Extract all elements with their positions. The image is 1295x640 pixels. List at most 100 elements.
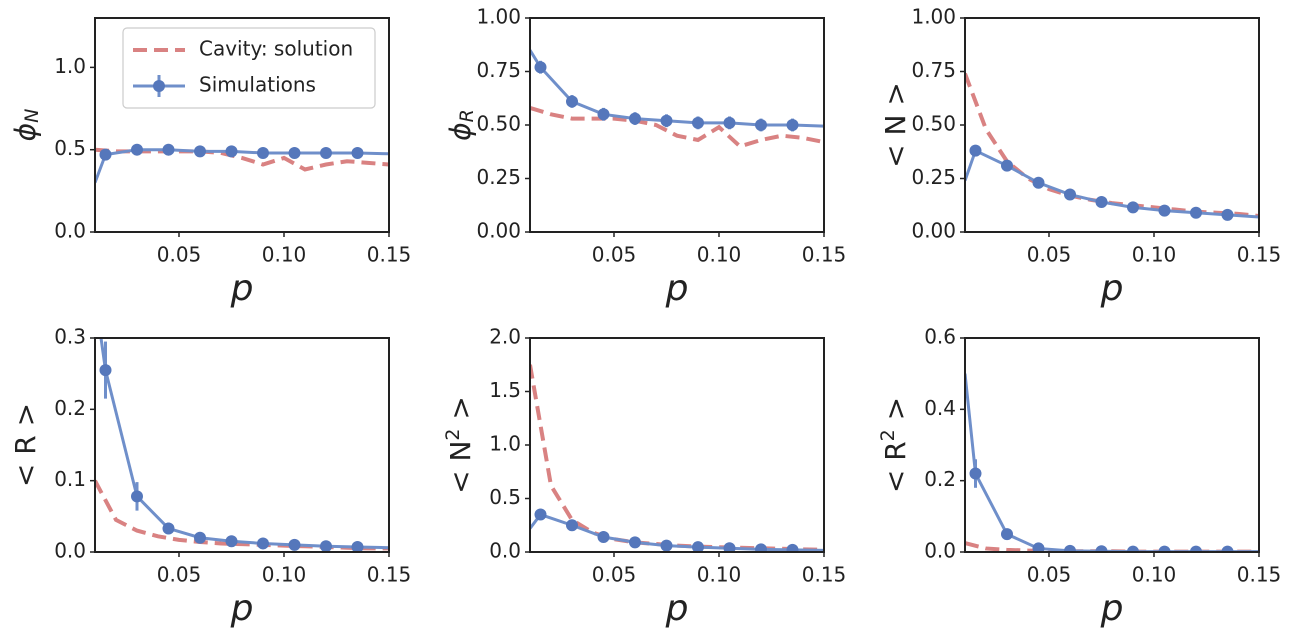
point	[320, 540, 332, 552]
point	[257, 146, 269, 159]
x-tick-label: 0.10	[262, 243, 307, 267]
x-tick-label: 0.10	[1132, 243, 1177, 267]
y-tick-label: 0.50	[911, 112, 956, 136]
point	[1127, 201, 1139, 214]
y-tick-label: 0.00	[476, 219, 521, 243]
y-axis-label: ϕR	[444, 109, 478, 141]
plot-area	[965, 72, 1259, 221]
y-label-part: 2	[877, 429, 899, 441]
point	[1221, 545, 1234, 552]
point	[1032, 542, 1045, 552]
point	[257, 537, 269, 550]
y-tick-label: 0.0	[54, 219, 86, 243]
y-tick-label: 1.0	[489, 432, 521, 456]
series-line	[530, 105, 824, 149]
y-tick-label: 0.5	[54, 136, 86, 160]
series-line	[95, 479, 389, 551]
y-tick-label: 0.75	[476, 58, 521, 82]
point	[660, 114, 673, 127]
series-line	[965, 373, 1259, 552]
point	[692, 541, 704, 552]
y-tick-label: 0.25	[911, 165, 956, 189]
y-tick-label: 1.00	[476, 5, 521, 29]
point	[1001, 528, 1013, 541]
y-tick-label: 0.3	[54, 325, 86, 349]
x-tick-label: 0.10	[262, 563, 307, 587]
x-tick-label: 0.05	[1027, 243, 1072, 267]
point	[1190, 545, 1202, 552]
point	[1095, 196, 1108, 209]
y-tick-label: 0.2	[924, 467, 956, 491]
point	[288, 538, 301, 551]
series-line	[95, 147, 389, 172]
x-tick-label: 0.05	[157, 243, 202, 267]
frame	[94, 17, 390, 233]
point	[1158, 545, 1171, 552]
point	[534, 508, 547, 521]
y-tick-label: 0.25	[476, 165, 521, 189]
y-tick-label: 0.2	[54, 396, 86, 420]
y-label-part: R	[456, 109, 478, 122]
y-tick-label: 0.4	[924, 396, 956, 420]
y-tick-label: 1.00	[911, 5, 956, 29]
y-label-part: N	[21, 109, 43, 123]
y-tick-label: 0.0	[54, 539, 86, 563]
x-axis-label: p	[230, 268, 254, 309]
y-label-part: < R >	[9, 403, 42, 487]
x-tick-label: 0.05	[592, 563, 637, 587]
plot-area	[965, 373, 1259, 552]
point	[969, 144, 982, 157]
point	[351, 146, 364, 159]
point	[225, 535, 238, 548]
y-label-part: ϕ	[9, 123, 42, 141]
point	[131, 143, 143, 156]
plot-area	[95, 338, 389, 552]
legend-swatch	[153, 80, 165, 92]
point	[1221, 208, 1234, 221]
point	[786, 543, 799, 552]
x-tick-label: 0.15	[1237, 563, 1282, 587]
y-axis-label: < R2 >	[877, 397, 912, 493]
point	[566, 95, 578, 108]
point	[320, 146, 332, 159]
point	[1190, 206, 1202, 219]
x-tick-label: 0.05	[592, 243, 637, 267]
frame	[94, 337, 390, 553]
y-tick-label: 0.5	[489, 485, 521, 509]
legend-label: Simulations	[199, 73, 316, 97]
point	[1032, 176, 1045, 189]
point	[566, 519, 578, 532]
y-axis-label: ϕN	[9, 109, 43, 142]
point	[194, 145, 206, 158]
point	[288, 146, 301, 159]
y-tick-label: 2.0	[489, 325, 521, 349]
y-tick-label: 1.0	[54, 54, 86, 78]
point	[1158, 204, 1171, 217]
x-tick-label: 0.05	[157, 563, 202, 587]
y-label-part: >	[444, 396, 477, 428]
point	[597, 531, 610, 544]
x-axis-label: p	[1100, 588, 1124, 629]
point	[194, 531, 206, 544]
point	[1127, 545, 1139, 552]
series-line	[530, 49, 824, 128]
frame	[964, 17, 1260, 233]
point	[1001, 159, 1013, 172]
y-tick-label: 0.0	[489, 539, 521, 563]
point	[660, 539, 673, 552]
x-tick-label: 0.15	[367, 243, 412, 267]
point	[692, 116, 704, 129]
point	[723, 542, 736, 552]
legend-box	[122, 27, 376, 109]
y-label-part: ϕ	[444, 122, 477, 140]
series-line	[965, 72, 1259, 218]
y-label-part: 2	[442, 428, 464, 440]
point	[786, 119, 799, 131]
x-tick-label: 0.05	[1027, 563, 1072, 587]
y-label-part: < N >	[879, 82, 912, 168]
point	[597, 108, 610, 121]
point	[351, 541, 364, 552]
point	[969, 467, 982, 480]
point	[162, 522, 175, 535]
